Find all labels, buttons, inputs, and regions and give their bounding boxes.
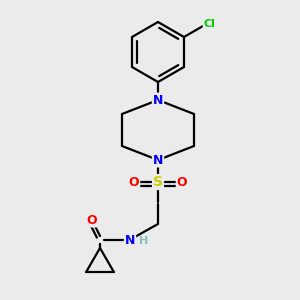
Text: O: O <box>87 214 97 226</box>
Text: O: O <box>129 176 139 188</box>
Text: N: N <box>153 94 163 106</box>
Text: N: N <box>153 154 163 166</box>
Text: S: S <box>153 175 163 189</box>
Text: N: N <box>125 233 135 247</box>
Text: Cl: Cl <box>204 19 215 29</box>
Text: H: H <box>139 236 148 246</box>
Text: O: O <box>177 176 187 188</box>
